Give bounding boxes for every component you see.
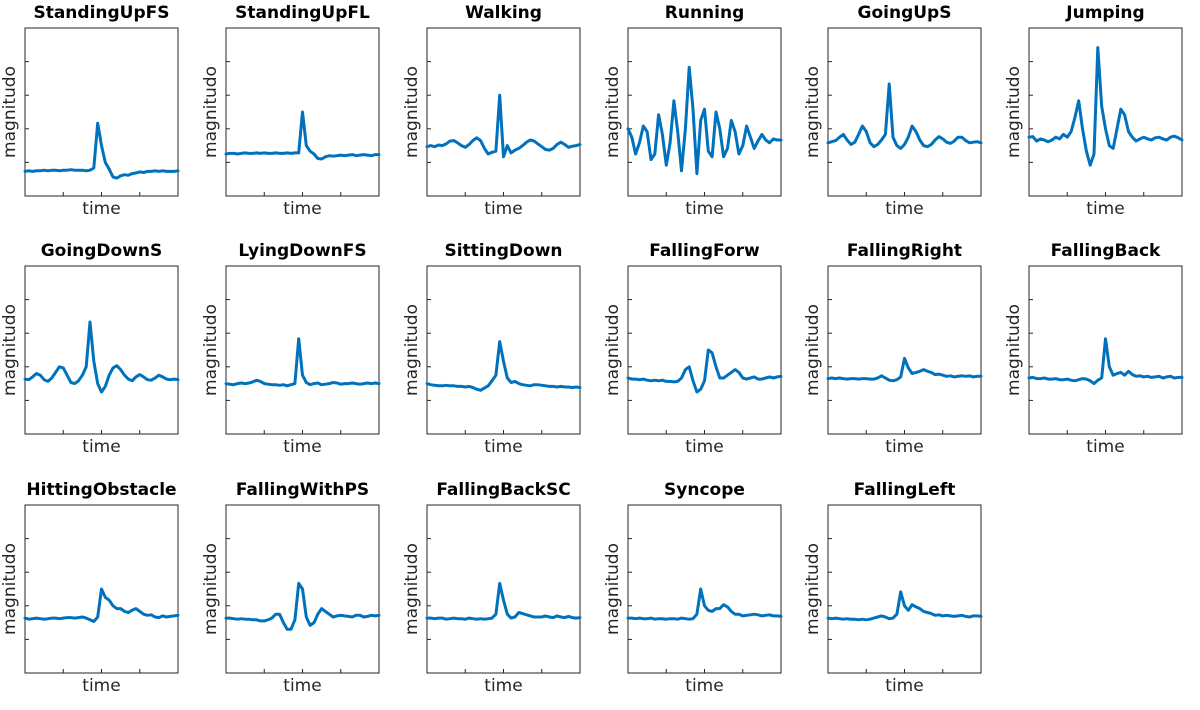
axes-box (225, 265, 380, 435)
panel-title: LyingDownFS (238, 241, 366, 261)
x-axis-label: time (885, 437, 923, 457)
y-axis-label: magnitudo (603, 543, 623, 635)
axes-box (627, 504, 782, 674)
series-line (425, 581, 582, 621)
series-line (1027, 337, 1184, 386)
x-axis-label: time (685, 199, 723, 219)
x-axis-label: time (82, 437, 120, 457)
subplot-fallingbacksc: FallingBackSC time magnitudo (402, 480, 582, 696)
x-axis-label: time (283, 676, 321, 696)
panel-title: Jumping (1065, 3, 1144, 23)
y-axis-label: magnitudo (803, 543, 823, 635)
x-axis-label: time (484, 676, 522, 696)
axes-box (426, 265, 581, 435)
subplot-syncope: Syncope time magnitudo (603, 480, 783, 696)
x-axis-label: time (82, 676, 120, 696)
y-axis-label: magnitudo (0, 304, 20, 396)
x-axis-label: time (82, 199, 120, 219)
panel-title: Syncope (664, 480, 745, 500)
y-axis-label: magnitudo (603, 66, 623, 158)
axes-box (24, 27, 179, 197)
subplot-standingupfs: StandingUpFS time magnitudo (0, 3, 180, 219)
x-axis-label: time (685, 437, 723, 457)
subplot-fallingwithps: FallingWithPS time magnitudo (201, 480, 381, 696)
axes-box (827, 27, 982, 197)
axes-box (1028, 27, 1183, 197)
y-axis-label: magnitudo (201, 543, 221, 635)
x-axis-label: time (283, 437, 321, 457)
series-line (23, 320, 180, 394)
subplot-hittingobstacle: HittingObstacle time magnitudo (0, 480, 180, 696)
panel-title: FallingBackSC (436, 480, 570, 500)
series-line (626, 348, 783, 394)
y-axis-label: magnitudo (402, 66, 422, 158)
subplot-jumping: Jumping time magnitudo (1004, 3, 1184, 219)
panel-title: FallingWithPS (236, 480, 369, 500)
series-line (1027, 46, 1184, 167)
series-line (626, 65, 783, 176)
subplot-fallingleft: FallingLeft time magnitudo (803, 480, 983, 696)
y-axis-label: magnitudo (201, 66, 221, 158)
axes-box (426, 27, 581, 197)
panel-title: GoingDownS (41, 241, 163, 261)
y-axis-label: magnitudo (803, 304, 823, 396)
panel-title: Walking (465, 3, 542, 23)
series-line (826, 82, 983, 150)
subplot-fallingright: FallingRight time magnitudo (803, 241, 983, 457)
x-axis-label: time (484, 437, 522, 457)
series-line (826, 356, 983, 383)
subplot-lyingdownfs: LyingDownFS time magnitudo (201, 241, 381, 457)
y-axis-label: magnitudo (0, 66, 20, 158)
panel-title: SittingDown (444, 241, 562, 261)
series-line (224, 110, 381, 161)
x-axis-label: time (885, 199, 923, 219)
series-line (23, 121, 180, 180)
y-axis-label: magnitudo (1004, 304, 1024, 396)
axes-box (426, 504, 581, 674)
axes-box (627, 265, 782, 435)
y-axis-label: magnitudo (0, 543, 20, 635)
y-axis-label: magnitudo (402, 543, 422, 635)
axes-box (24, 265, 179, 435)
y-axis-label: magnitudo (603, 304, 623, 396)
y-axis-label: magnitudo (201, 304, 221, 396)
panel-title: StandingUpFS (33, 3, 169, 23)
panel-title: HittingObstacle (26, 480, 176, 500)
subplot-running: Running time magnitudo (603, 3, 783, 219)
series-line (224, 581, 381, 631)
x-axis-label: time (283, 199, 321, 219)
y-axis-label: magnitudo (402, 304, 422, 396)
panel-title: FallingRight (847, 241, 962, 261)
panel-title: Running (665, 3, 745, 23)
x-axis-label: time (885, 676, 923, 696)
panel-title: FallingBack (1051, 241, 1161, 261)
series-line (23, 587, 180, 623)
series-line (425, 340, 582, 392)
axes-box (827, 504, 982, 674)
y-axis-label: magnitudo (803, 66, 823, 158)
series-line (826, 590, 983, 622)
x-axis-label: time (484, 199, 522, 219)
subplot-fallingforw: FallingForw time magnitudo (603, 241, 783, 457)
series-line (425, 93, 582, 159)
series-line (224, 337, 381, 388)
x-axis-label: time (685, 676, 723, 696)
subplot-goingups: GoingUpS time magnitudo (803, 3, 983, 219)
subplot-goingdowns: GoingDownS time magnitudo (0, 241, 180, 457)
subplot-fallingback: FallingBack time magnitudo (1004, 241, 1184, 457)
axes-box (827, 265, 982, 435)
panel-title: GoingUpS (858, 3, 952, 23)
subplot-walking: Walking time magnitudo (402, 3, 582, 219)
x-axis-label: time (1086, 437, 1124, 457)
series-line (626, 587, 783, 621)
subplot-standingupfl: StandingUpFL time magnitudo (201, 3, 381, 219)
subplot-sittingdown: SittingDown time magnitudo (402, 241, 582, 457)
x-axis-label: time (1086, 199, 1124, 219)
panel-title: FallingLeft (854, 480, 956, 500)
y-axis-label: magnitudo (1004, 66, 1024, 158)
panel-title: StandingUpFL (235, 3, 370, 23)
panel-title: FallingForw (649, 241, 760, 261)
